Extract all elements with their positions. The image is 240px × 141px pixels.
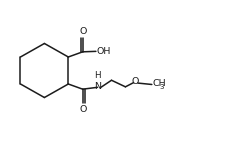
Text: O: O bbox=[132, 77, 139, 86]
Text: O: O bbox=[79, 105, 86, 114]
Text: CH: CH bbox=[152, 79, 166, 88]
Text: 3: 3 bbox=[159, 84, 163, 90]
Text: O: O bbox=[79, 27, 86, 36]
Text: N: N bbox=[94, 82, 101, 91]
Text: OH: OH bbox=[97, 47, 111, 56]
Text: H: H bbox=[94, 71, 101, 80]
